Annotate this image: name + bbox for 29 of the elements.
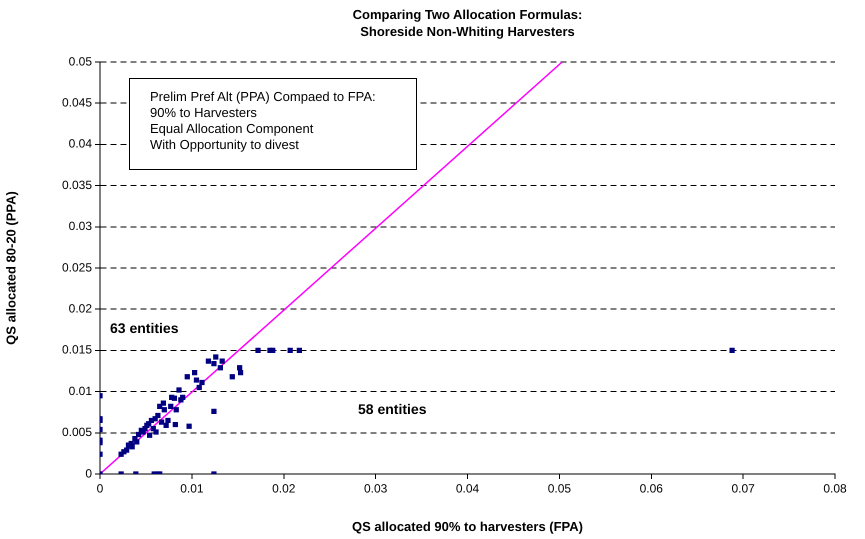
y-tick-label: 0: [85, 466, 92, 480]
x-tick-label: 0.04: [456, 482, 480, 496]
x-tick-label: 0.05: [548, 482, 572, 496]
y-tick-label: 0.05: [68, 54, 92, 68]
y-tick-label: 0.01: [68, 384, 92, 398]
y-tick-label: 0.015: [62, 342, 92, 357]
y-tick-label: 0.025: [62, 260, 92, 274]
annotation: 58 entities: [358, 401, 426, 417]
annotation: Prelim Pref Alt (PPA) Compaed to FPA:: [150, 89, 377, 105]
chart-title: Comparing Two Allocation Formulas: Shoreside Non-Whiting Harvesters: [352, 6, 584, 40]
annotation: 63 entities: [110, 320, 178, 336]
x-tick-label: 0.01: [180, 482, 204, 496]
y-tick-label: 0.035: [62, 178, 92, 192]
x-tick-label: 0: [96, 482, 104, 496]
y-tick-label: 0.045: [62, 96, 92, 110]
y-tick-label: 0.005: [62, 425, 92, 440]
x-tick-label: 0.08: [823, 482, 847, 496]
y-tick-label: 0.03: [68, 219, 92, 234]
y-tick-label: 0.04: [68, 136, 92, 151]
x-tick-label: 0.07: [731, 482, 756, 496]
y-axis-title: QS allocated 80-20 (PPA): [3, 191, 18, 345]
x-axis-title: QS allocated 90% to harvesters (FPA): [352, 518, 583, 534]
x-tick-label: 0.02: [272, 482, 296, 496]
annotation: Equal Allocation Component: [150, 121, 314, 137]
annotation: 90% to Harvesters: [150, 105, 258, 121]
annotation: With Opportunity to divest: [150, 137, 300, 153]
x-tick-label: 0.06: [640, 482, 664, 496]
y-tick-label: 0.02: [68, 302, 92, 316]
x-tick-label: 0.03: [364, 482, 388, 496]
